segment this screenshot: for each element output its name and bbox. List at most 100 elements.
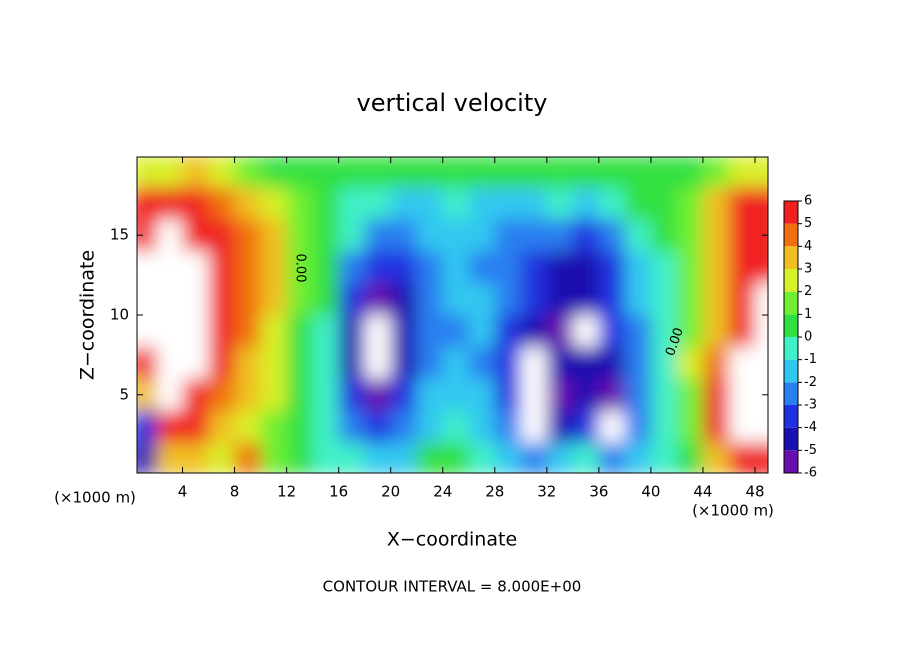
cell: [312, 410, 340, 444]
cell: [442, 410, 470, 444]
cell: [468, 315, 496, 348]
cell: [702, 378, 730, 412]
cell: [338, 346, 366, 380]
x-unit-left: (×1000 m): [54, 489, 136, 507]
cell: [650, 442, 678, 473]
cell: [156, 157, 184, 188]
cell: [494, 378, 522, 412]
cell: [572, 157, 600, 188]
cell: [676, 251, 704, 284]
cell: [754, 442, 768, 473]
colorbar-swatch: [784, 337, 798, 360]
cell: [442, 251, 470, 284]
cell: [702, 219, 730, 252]
cell: [260, 346, 288, 380]
cell: [598, 410, 626, 444]
cell: [312, 315, 340, 348]
cell: [624, 442, 652, 473]
cell: [494, 251, 522, 284]
cell: [728, 283, 756, 316]
cell: [702, 283, 730, 316]
cell: [754, 315, 768, 348]
cell: [312, 346, 340, 380]
cell: [260, 219, 288, 252]
colorbar-swatch: [784, 246, 798, 269]
x-unit-right: (×1000 m): [692, 502, 774, 520]
y-axis-label: Z−coordinate: [77, 250, 99, 380]
colorbar-swatch: [784, 223, 798, 247]
contour-label: 0.00: [293, 254, 308, 283]
cell: [416, 346, 444, 380]
cell: [676, 442, 704, 473]
cell: [156, 346, 184, 380]
x-tick-label: 16: [329, 483, 348, 501]
cell: [520, 442, 548, 473]
cell: [234, 346, 262, 380]
cell: [208, 410, 236, 444]
cell: [702, 442, 730, 473]
cell: [676, 378, 704, 412]
cell: [156, 251, 184, 284]
cell: [182, 187, 210, 220]
cell: [624, 187, 652, 220]
colorbar-tick-label: -5: [804, 443, 817, 458]
cell: [572, 442, 600, 473]
cell: [182, 378, 210, 412]
cell: [702, 251, 730, 284]
cell: [137, 346, 158, 380]
cell: [260, 283, 288, 316]
cell: [442, 283, 470, 316]
cell: [156, 442, 184, 473]
cell: [650, 251, 678, 284]
cell: [546, 283, 574, 316]
cell: [234, 187, 262, 220]
cell: [468, 219, 496, 252]
cell: [312, 219, 340, 252]
cell: [364, 378, 392, 412]
cell: [286, 219, 314, 252]
cell: [137, 378, 158, 412]
cell: [702, 157, 730, 188]
cell: [338, 410, 366, 444]
cell: [137, 315, 158, 348]
cell: [364, 315, 392, 348]
cell: [624, 315, 652, 348]
cell: [624, 283, 652, 316]
cell: [416, 283, 444, 316]
cell: [676, 410, 704, 444]
cell: [624, 378, 652, 412]
x-tick-label: 12: [277, 483, 296, 501]
cell: [208, 187, 236, 220]
cell: [728, 378, 756, 412]
cell: [390, 219, 418, 252]
colorbar-swatch: [784, 427, 798, 451]
cell: [754, 346, 768, 380]
cell: [260, 157, 288, 188]
cell: [364, 157, 392, 188]
cell: [676, 346, 704, 380]
cell: [520, 251, 548, 284]
cell: [156, 410, 184, 444]
colorbar-tick-label: 5: [804, 216, 812, 231]
cell: [416, 378, 444, 412]
cell: [572, 346, 600, 380]
cell: [520, 187, 548, 220]
cell: [390, 283, 418, 316]
cell: [754, 219, 768, 252]
cell: [286, 283, 314, 316]
colorbar-swatch: [784, 269, 798, 292]
colorbar-tick-label: 6: [804, 194, 812, 209]
cell: [650, 315, 678, 348]
colorbar-swatch: [784, 450, 798, 473]
cell: [286, 410, 314, 444]
cell: [338, 157, 366, 188]
colorbar-tick-label: 0: [804, 330, 812, 345]
colorbar-tick-label: -2: [804, 375, 817, 390]
cell: [676, 283, 704, 316]
cell: [598, 251, 626, 284]
cell: [572, 378, 600, 412]
cell: [598, 346, 626, 380]
cell: [702, 346, 730, 380]
cell: [234, 219, 262, 252]
cell: [312, 157, 340, 188]
